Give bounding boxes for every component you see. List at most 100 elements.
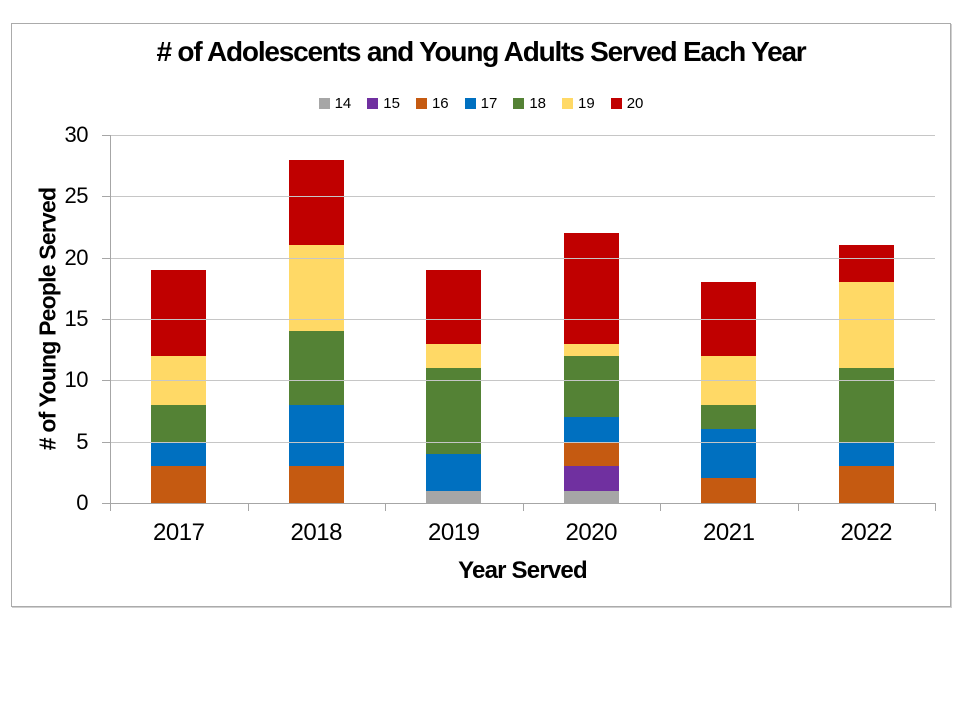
legend-swatch-17 <box>464 97 476 109</box>
legend-item-14: 14 <box>318 94 352 112</box>
y-tick-label-10: 10 <box>64 367 89 393</box>
legend-label-19: 19 <box>578 94 595 112</box>
bar-segment-2017-age16 <box>151 466 207 503</box>
legend-item-16: 16 <box>415 94 449 112</box>
bar-segment-2022-age18 <box>838 368 894 442</box>
bar-2018 <box>288 159 344 503</box>
bar-segment-2020-age16 <box>563 441 619 467</box>
legend-label-16: 16 <box>431 94 449 112</box>
y-tick-label-15: 15 <box>64 306 89 331</box>
y-tick-label-30: 30 <box>64 122 89 147</box>
y-axis-tick-10 <box>102 380 111 382</box>
bar-segment-2018-age20 <box>288 159 344 246</box>
x-axis-tick-0 <box>110 503 111 511</box>
y-tick-label-25: 25 <box>64 183 89 209</box>
legend-swatch-19 <box>562 97 574 109</box>
y-axis-tick-15 <box>102 319 111 320</box>
bar-2017 <box>151 269 207 503</box>
bar-segment-2020-age20 <box>563 233 619 344</box>
x-axis-tick-1 <box>247 503 249 511</box>
x-tick-label-2018: 2018 <box>290 519 343 546</box>
legend-label-17: 17 <box>480 94 498 112</box>
legend-item-20: 20 <box>610 94 644 112</box>
x-axis-tick-6 <box>935 503 936 511</box>
x-tick-label-2017: 2017 <box>153 519 205 546</box>
x-tick-label-2019: 2019 <box>428 519 480 546</box>
bar-segment-2020-age15 <box>563 466 619 491</box>
y-axis-tick-25 <box>102 196 111 198</box>
bar-segment-2018-age18 <box>288 331 344 405</box>
legend-label-15: 15 <box>383 94 400 112</box>
bar-segment-2019-age14 <box>426 490 482 503</box>
legend-item-15: 15 <box>367 96 400 111</box>
gridline-5 <box>110 441 935 443</box>
bar-segment-2020-age17 <box>563 417 619 442</box>
legend-label-20: 20 <box>626 94 644 112</box>
bar-segment-2019-age19 <box>426 343 482 369</box>
legend-item-19: 19 <box>562 96 595 111</box>
gridline-20 <box>110 257 935 259</box>
bar-segment-2021-age17 <box>701 429 757 479</box>
x-axis-tick-4 <box>660 503 661 511</box>
chart-frame: # of Adolescents and Young Adults Served… <box>11 23 951 607</box>
y-axis-title: # of Young People Served <box>34 187 61 451</box>
bar-segment-2017-age17 <box>151 441 207 467</box>
legend-label-18: 18 <box>529 94 547 112</box>
bar-segment-2020-age19 <box>563 343 619 356</box>
y-axis-tick-5 <box>102 441 111 443</box>
gridline-25 <box>110 196 935 198</box>
bar-segment-2018-age19 <box>288 245 344 332</box>
y-tick-label-0: 0 <box>76 490 88 515</box>
bar-segment-2019-age20 <box>426 269 482 344</box>
legend-label-14: 14 <box>334 94 352 112</box>
bar-segment-2017-age18 <box>151 404 207 442</box>
legend-swatch-20 <box>610 97 622 109</box>
gridline-30 <box>110 135 935 136</box>
bar-segment-2022-age17 <box>838 441 894 467</box>
x-tick-label-2020: 2020 <box>565 519 618 546</box>
legend-swatch-18 <box>513 97 525 109</box>
bar-segment-2018-age17 <box>288 404 344 467</box>
bar-2019 <box>426 269 482 503</box>
y-axis-tick-20 <box>102 257 111 259</box>
chart-title: # of Adolescents and Young Adults Served… <box>156 36 806 67</box>
x-axis-tick-2 <box>385 503 386 511</box>
bar-segment-2019-age17 <box>426 453 482 491</box>
y-tick-label-20: 20 <box>64 244 89 270</box>
legend: 14 15 16 17 18 19 20 <box>12 94 950 112</box>
legend-swatch-16 <box>415 97 427 109</box>
plot-area <box>110 135 935 503</box>
legend-item-18: 18 <box>513 96 546 111</box>
y-tick-label-5: 5 <box>76 428 88 454</box>
bar-segment-2020-age14 <box>563 490 619 503</box>
x-axis-line <box>102 503 936 504</box>
bar-2020 <box>563 233 619 503</box>
bar-segment-2017-age20 <box>151 269 207 356</box>
x-axis-title: Year Served <box>458 557 587 584</box>
gridline-15 <box>110 319 935 320</box>
legend-swatch-14 <box>318 97 330 109</box>
y-axis-tick-0 <box>102 503 111 504</box>
bar-2021 <box>701 282 757 503</box>
bar-segment-2021-age16 <box>701 478 757 503</box>
bar-segment-2022-age16 <box>838 466 894 503</box>
x-axis-tick-3 <box>522 503 524 511</box>
x-axis-tick-5 <box>797 503 799 511</box>
legend-item-17: 17 <box>464 94 498 112</box>
legend-swatch-15 <box>367 97 379 109</box>
bar-segment-2018-age16 <box>288 466 344 503</box>
x-tick-label-2021: 2021 <box>703 519 755 546</box>
gridline-10 <box>110 380 935 382</box>
bar-segment-2021-age18 <box>701 404 757 430</box>
bar-segment-2020-age18 <box>563 355 619 418</box>
y-axis-line <box>110 135 111 511</box>
bar-segment-2019-age18 <box>426 368 482 454</box>
bar-segment-2022-age19 <box>838 282 894 369</box>
x-axis-labels: 2017 2018 2019 2020 2021 2022 <box>110 520 935 548</box>
y-axis-labels: 0 5 10 15 20 25 30 <box>12 124 102 514</box>
x-tick-label-2022: 2022 <box>840 519 893 546</box>
y-axis-tick-30 <box>102 135 111 136</box>
bar-2022 <box>838 245 894 503</box>
bar-segment-2022-age20 <box>838 245 894 283</box>
